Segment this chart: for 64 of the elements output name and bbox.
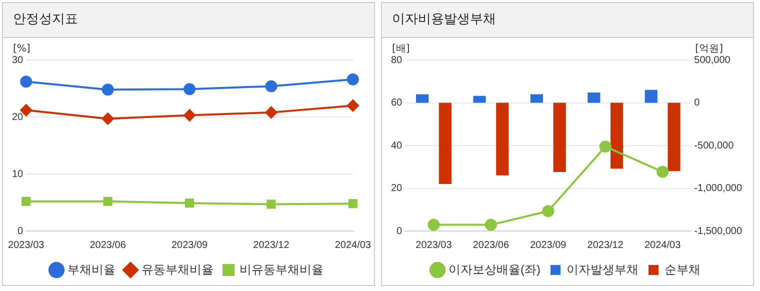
legend-label: 순부채	[664, 262, 700, 276]
bar	[496, 102, 509, 176]
point	[184, 109, 196, 122]
y-tick-label: 20	[391, 183, 403, 194]
y-axis-title: [%]	[13, 44, 30, 55]
y-tick-label: 0	[396, 226, 403, 237]
x-tick-label: 2023/03	[8, 240, 45, 251]
bar	[588, 92, 600, 103]
x-tick-label: 2023/09	[530, 240, 567, 251]
point	[656, 166, 669, 178]
y-tick-label: 40	[391, 140, 403, 152]
bar	[553, 102, 566, 172]
point	[348, 199, 358, 208]
point	[265, 106, 278, 118]
bar	[644, 90, 658, 103]
y2-tick-label: 500,000	[694, 54, 731, 66]
bar	[416, 94, 429, 103]
y-tick-label: 20	[12, 112, 24, 123]
chart-title: 이자비용발생부채	[382, 3, 753, 38]
point	[599, 140, 612, 153]
chart-title: 안정성지표	[3, 3, 374, 38]
x-tick-label: 2023/12	[253, 240, 290, 251]
legend-label: 이자보상배율(좌)	[448, 262, 541, 276]
bar	[668, 102, 680, 172]
bar	[610, 102, 624, 169]
point	[184, 198, 194, 208]
y-tick-label: 0	[18, 226, 24, 237]
legend-label: 유동부채비율	[142, 262, 214, 276]
point	[484, 218, 497, 231]
point	[346, 73, 359, 86]
point	[266, 200, 276, 209]
x-tick-label: 2023/06	[472, 240, 510, 251]
y2-tick-label: -500,000	[694, 140, 734, 152]
point	[20, 76, 32, 88]
legend-label: 비유동부채비율	[240, 262, 324, 276]
y2-tick-label: -1,000,000	[694, 183, 742, 194]
point	[542, 205, 554, 218]
point	[184, 83, 196, 96]
point	[346, 100, 359, 112]
y-tick-label: 80	[391, 54, 403, 66]
bar	[473, 96, 486, 103]
bar	[438, 102, 452, 184]
y-tick-label: 60	[391, 98, 403, 108]
legend-label: 부채비율	[68, 262, 116, 276]
y-axis-title: [배]	[392, 44, 410, 55]
y2-tick-label: 0	[694, 98, 700, 108]
x-tick-label: 2023/03	[416, 240, 452, 251]
y2-tick-label: -1,500,000	[694, 226, 742, 237]
x-tick-label: 2023/09	[171, 240, 208, 251]
bar	[530, 94, 544, 103]
y2-axis-title: [억원]	[695, 44, 724, 55]
legend-label: 이자발생부채	[566, 262, 638, 276]
x-tick-label: 2023/06	[90, 240, 126, 251]
y-tick-label: 10	[12, 168, 24, 180]
y-tick-label: 30	[12, 54, 24, 66]
point	[102, 112, 114, 125]
x-tick-label: 2024/03	[334, 240, 372, 251]
point	[102, 84, 114, 96]
point	[265, 80, 278, 92]
point	[22, 196, 31, 206]
point	[103, 196, 112, 206]
x-tick-label: 2023/12	[587, 240, 624, 251]
x-tick-label: 2024/03	[644, 240, 682, 251]
point	[428, 218, 440, 231]
